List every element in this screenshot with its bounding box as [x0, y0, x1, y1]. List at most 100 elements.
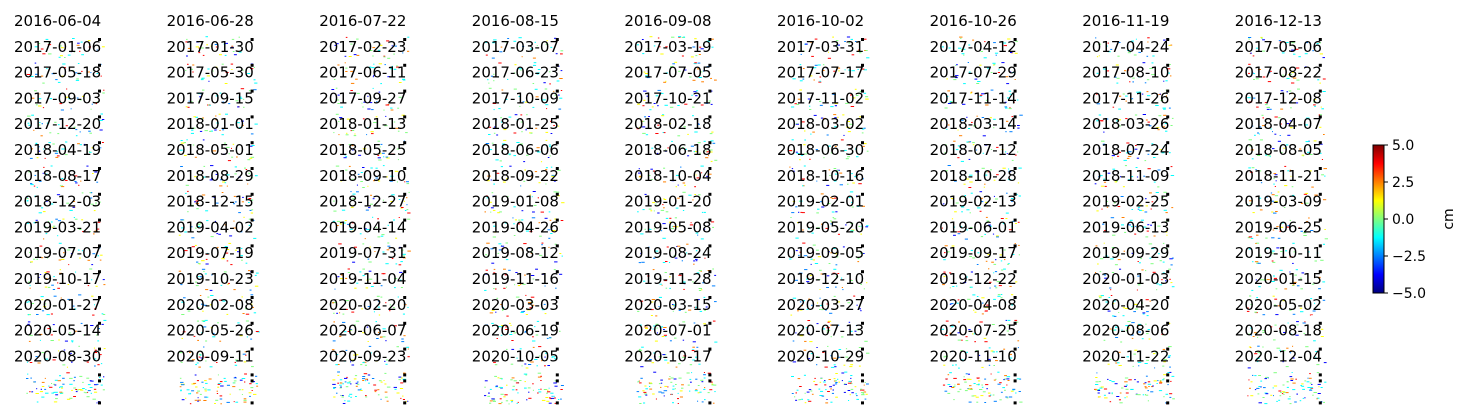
map-pixel [833, 378, 836, 380]
map-date-title: 2018-03-14 [930, 115, 1017, 133]
map-pixel [812, 259, 815, 261]
map-pixel [1168, 268, 1171, 270]
map-pixel [43, 238, 45, 240]
map-pixel [854, 330, 857, 332]
map-pixel [698, 77, 702, 78]
map-pixel [651, 147, 654, 149]
map-pixel [700, 71, 703, 73]
map-pixel [377, 236, 381, 238]
map-pixel [944, 144, 947, 146]
map-pixel [1273, 372, 1277, 374]
map-pixel [498, 386, 502, 388]
map-pixel [87, 40, 91, 42]
map-pixel [44, 226, 48, 228]
map-pixel [382, 328, 386, 330]
map-pixel [1323, 199, 1327, 201]
map-pixel [532, 383, 534, 385]
reference-point-marker [1166, 347, 1170, 351]
map-pixel [50, 221, 53, 223]
map-pixel [981, 302, 984, 304]
map-date-title: 2018-08-29 [167, 167, 254, 185]
map-pixel [1109, 359, 1112, 360]
map-pixel [386, 359, 389, 361]
map-pixel [370, 352, 372, 354]
map-pixel [819, 289, 821, 290]
map-pixel [54, 152, 59, 154]
map-pixel [999, 254, 1003, 256]
map-pixel [100, 254, 103, 256]
map-pixel [180, 142, 185, 144]
map-pixel [341, 76, 343, 78]
map-pixel [1166, 234, 1168, 236]
map-pixel [71, 340, 74, 342]
map-pixel [978, 383, 980, 385]
map-pixel [336, 392, 338, 394]
map-pixel [1324, 175, 1326, 177]
map-pixel [486, 195, 488, 197]
map-pixel [682, 356, 685, 358]
map-pixel [198, 52, 201, 54]
map-pixel [353, 324, 356, 326]
map-pixel [652, 202, 655, 204]
displacement-map [1094, 165, 1175, 188]
map-pixel [356, 38, 359, 40]
map-pixel [88, 46, 91, 48]
map-pixel [560, 50, 564, 52]
map-pixel [491, 57, 495, 59]
map-pixel [1167, 384, 1169, 386]
map-pixel [242, 353, 246, 355]
map-pixel [1110, 295, 1113, 296]
map-pixel [1297, 88, 1300, 90]
map-pixel [1291, 71, 1295, 73]
reference-point-marker [98, 38, 101, 41]
map-pixel [976, 296, 979, 297]
map-pixel [235, 360, 240, 362]
displacement-map [484, 268, 563, 291]
map-pixel [813, 67, 817, 69]
map-pixel [975, 195, 978, 197]
map-pixel [670, 381, 673, 383]
map-pixel [332, 340, 336, 342]
map-pixel [1008, 396, 1013, 398]
map-pixel [538, 182, 541, 184]
map-pixel [810, 41, 814, 43]
map-pixel [180, 140, 183, 141]
map-pixel [224, 42, 228, 44]
map-pixel [1274, 195, 1279, 197]
map-pixel [550, 397, 555, 399]
map-pixel [536, 72, 540, 74]
map-pixel [1095, 245, 1098, 247]
map-pixel [1289, 396, 1291, 398]
map-pixel [1262, 397, 1265, 398]
map-pixel [642, 105, 645, 107]
reference-point-marker [1318, 296, 1322, 299]
map-pixel [671, 228, 675, 230]
map-pixel [338, 121, 340, 122]
map-pixel [996, 146, 999, 148]
map-date-title: 2018-11-21 [1235, 167, 1322, 185]
map-pixel [201, 118, 203, 119]
map-pixel [210, 295, 214, 296]
map-pixel [963, 282, 967, 284]
map-pixel [61, 47, 64, 49]
map-pixel [1323, 168, 1327, 170]
map-pixel [1007, 38, 1011, 40]
map-pixel [645, 75, 648, 77]
map-pixel [384, 64, 386, 66]
map-pixel [794, 279, 798, 281]
map-pixel [337, 276, 340, 278]
map-pixel [70, 108, 72, 110]
map-pixel [180, 284, 183, 286]
map-pixel [228, 103, 231, 105]
map-pixel [532, 346, 535, 348]
map-pixel [1006, 397, 1009, 399]
reference-point-marker [1166, 38, 1170, 41]
map-pixel [238, 299, 242, 301]
map-pixel [1255, 242, 1260, 244]
map-pixel [38, 124, 41, 126]
map-pixel [1148, 124, 1150, 126]
map-pixel [1270, 192, 1273, 194]
reference-point-marker [1166, 270, 1170, 274]
map-pixel [377, 389, 380, 391]
map-pixel [347, 268, 350, 270]
